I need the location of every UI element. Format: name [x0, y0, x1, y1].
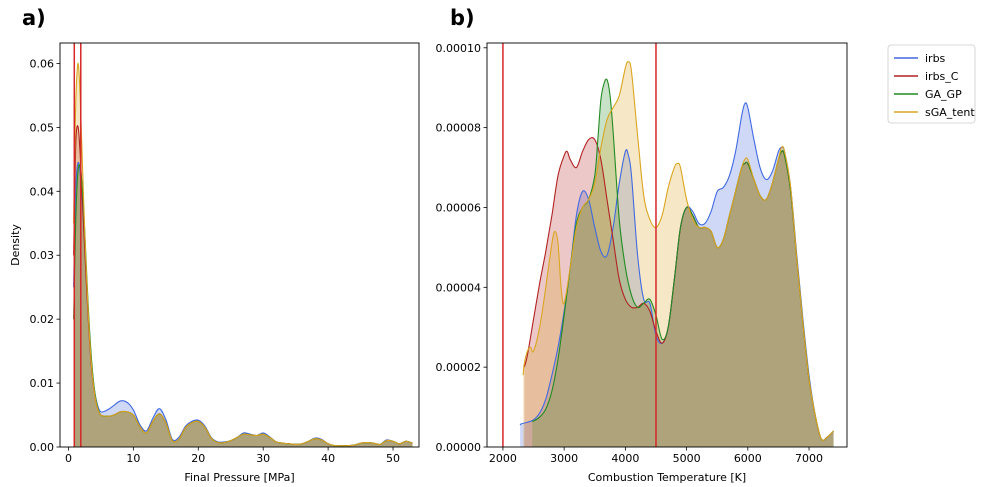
line-irbs_C-a	[73, 125, 413, 447]
y-tick-label-b: 0.00000	[436, 441, 482, 454]
y-tick-label-a: 0.01	[30, 377, 55, 390]
y-tick-label-b: 0.00004	[436, 281, 482, 294]
x-tick-label-a: 50	[386, 452, 400, 465]
plot-frame-b	[486, 42, 848, 448]
x-tick-label-a: 0	[65, 452, 72, 465]
area-sGA_tent-a	[73, 63, 413, 448]
fills-a	[73, 63, 413, 448]
subplot-b: b) 2000 3000 4000 5000 6000 7000 0.000000.000…	[436, 6, 848, 484]
y-tick-label-a: 0.06	[30, 57, 55, 70]
y-tick-label-b: 0.00010	[436, 42, 482, 55]
x-ticks-b: 2000 3000 4000 5000 6000 7000	[489, 447, 823, 465]
panel-label-a: a)	[22, 6, 46, 30]
subplot-a: a) 0 10 20 30 40 50 0.000.010.020.030.040.050…	[9, 6, 420, 484]
y-ticks-a: 0.00 0.01 0.02 0.03 0.04 0.05 0.06	[30, 57, 60, 454]
area-irbs_C-a	[73, 125, 413, 448]
legend-label-irbs: irbs	[925, 52, 946, 65]
y-tick-label-a: 0.04	[30, 185, 55, 198]
x-tick-label-b: 6000	[734, 452, 762, 465]
x-tick-label-a: 40	[321, 452, 335, 465]
y-tick-label-a: 0.03	[30, 249, 55, 262]
vlines-a	[73, 43, 82, 447]
y-axis-label-a: Density	[9, 224, 22, 266]
y-tick-label-a: 0.05	[30, 121, 55, 134]
x-tick-label-b: 5000	[673, 452, 701, 465]
y-tick-label-a: 0.00	[30, 441, 55, 454]
x-tick-label-a: 20	[191, 452, 205, 465]
lines-b	[519, 61, 834, 441]
y-tick-label-b: 0.00002	[436, 361, 482, 374]
legend-items: irbs irbs_C GA_GP sGA_tent	[894, 52, 975, 119]
x-tick-label-b: 2000	[489, 452, 517, 465]
area-irbs-a	[73, 162, 413, 448]
line-sGA_tent-a	[73, 62, 413, 447]
y-tick-label-b: 0.00006	[436, 201, 482, 214]
panel-label-b: b)	[450, 6, 475, 30]
line-sGA_tent-b	[522, 61, 834, 441]
legend: irbs irbs_C GA_GP sGA_tent	[887, 44, 976, 124]
lines-a	[73, 62, 413, 447]
y-tick-label-a: 0.02	[30, 313, 55, 326]
x-tick-label-b: 3000	[550, 452, 578, 465]
area-irbs-b	[520, 102, 834, 448]
y-tick-label-b: 0.00008	[436, 122, 482, 135]
legend-label-GA_GP: GA_GP	[925, 88, 962, 101]
y-ticks-b: 0.00000 0.00002 0.00004 0.00006 0.00008 0.000…	[436, 42, 487, 454]
legend-frame	[887, 44, 976, 124]
x-tick-label-b: 4000	[611, 452, 639, 465]
legend-label-irbs_C: irbs_C	[925, 70, 959, 83]
fills-b	[520, 61, 834, 448]
plot-frame-a	[59, 42, 420, 448]
x-tick-label-a: 10	[126, 452, 140, 465]
legend-label-sGA_tent: sGA_tent	[925, 106, 975, 119]
x-axis-label-a: Final Pressure [MPa]	[184, 471, 294, 484]
x-axis-label-b: Combustion Temperature [K]	[588, 471, 746, 484]
area-GA_GP-a	[73, 164, 413, 447]
x-tick-label-a: 30	[256, 452, 270, 465]
area-irbs_C-b	[524, 137, 834, 447]
area-GA_GP-b	[532, 79, 834, 447]
x-ticks-a: 0 10 20 30 40 50	[65, 447, 400, 465]
vlines-b	[502, 43, 657, 447]
x-tick-label-b: 7000	[795, 452, 823, 465]
